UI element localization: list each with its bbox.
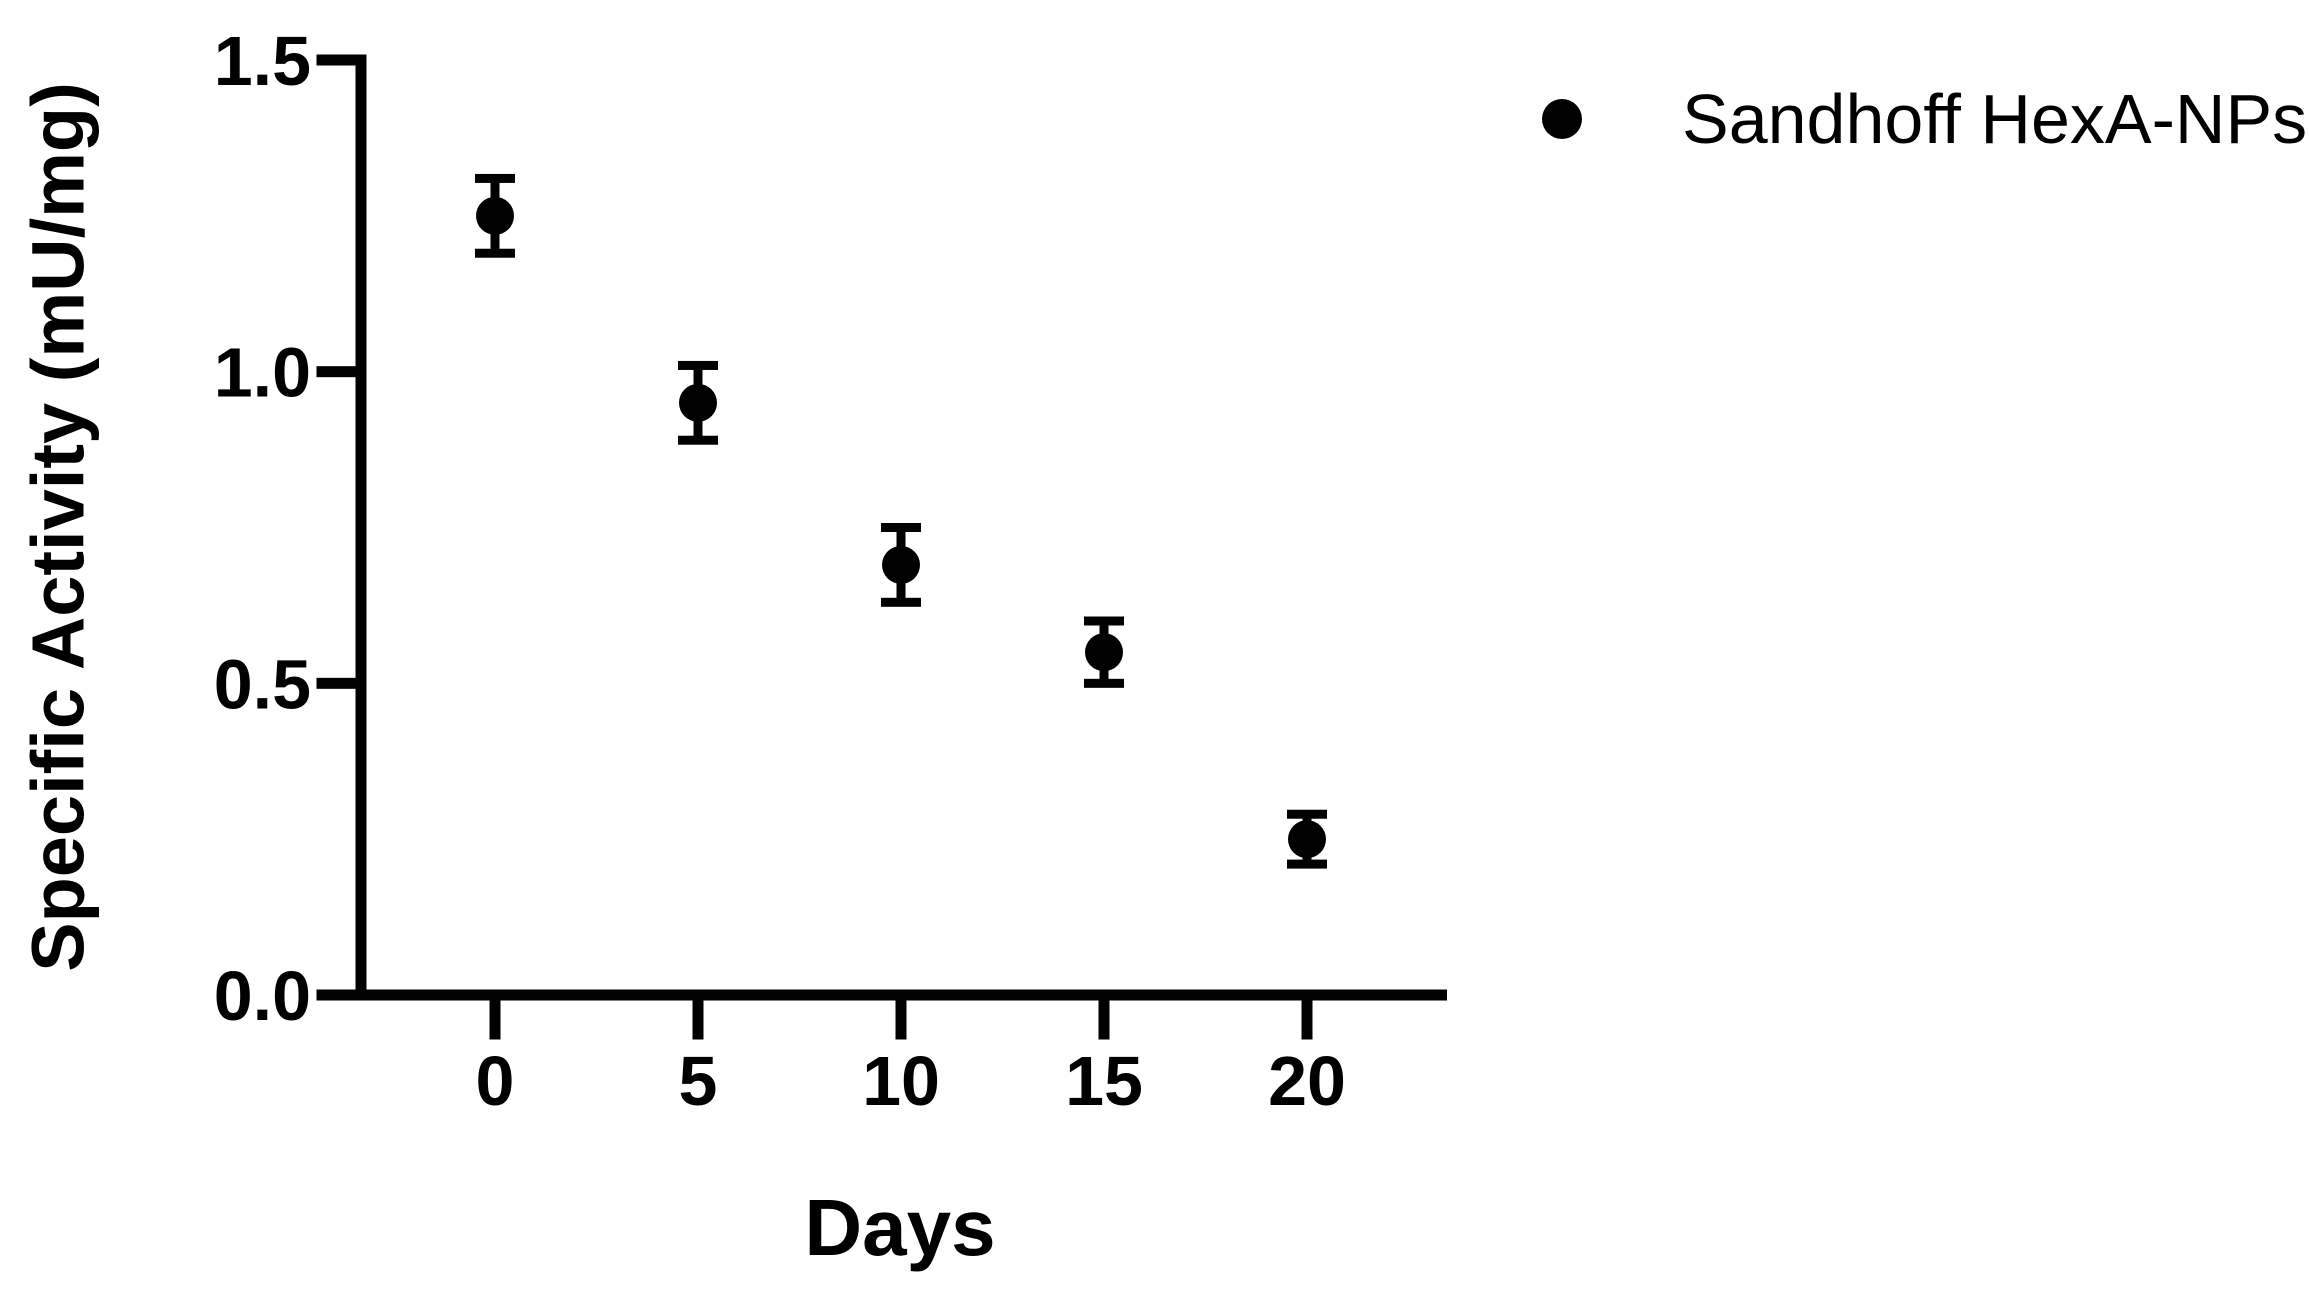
x-axis-title: Days [804, 1183, 996, 1272]
y-tick-label: 1.0 [214, 334, 311, 412]
y-tick-mark [316, 989, 356, 1001]
error-bar-cap-bottom [678, 435, 718, 445]
x-axis-spine [355, 989, 1447, 1001]
x-tick-mark [692, 1000, 704, 1040]
y-tick-mark [316, 366, 356, 378]
error-bar-cap-top [475, 173, 515, 183]
error-bar-cap-top [881, 523, 921, 532]
filled-circle-icon [1542, 99, 1582, 139]
y-axis-title: Specific Activity (mU/mg) [16, 82, 100, 972]
y-tick-mark [316, 677, 356, 689]
y-tick-label: 1.5 [214, 22, 311, 100]
error-bar-cap-top [1084, 616, 1124, 626]
y-tick-mark [316, 54, 356, 66]
data-point-marker [1288, 820, 1326, 859]
data-point-marker [1085, 633, 1123, 672]
y-tick-label: 0.5 [214, 645, 311, 723]
x-tick-mark [1301, 1000, 1313, 1040]
y-axis-spine [355, 54, 367, 1001]
x-tick-label: 20 [1268, 1042, 1346, 1120]
x-tick-label: 0 [476, 1042, 515, 1120]
y-tick-label: 0.0 [214, 957, 311, 1035]
error-bar-cap-bottom [475, 248, 515, 258]
x-tick-mark [489, 1000, 501, 1040]
x-tick-mark [1098, 1000, 1110, 1040]
error-bar-cap-top [678, 360, 718, 370]
x-tick-label: 5 [679, 1042, 718, 1120]
legend: Sandhoff HexA-NPs [1542, 79, 2307, 159]
data-point-marker [882, 545, 920, 584]
legend-series-label: Sandhoff HexA-NPs [1682, 80, 2308, 158]
error-bar-cap-bottom [1084, 678, 1124, 688]
data-point-marker [476, 196, 514, 235]
data-point-marker [679, 383, 717, 422]
x-tick-label: 15 [1065, 1042, 1143, 1120]
error-bar-cap-bottom [1287, 859, 1327, 869]
x-tick-label: 10 [862, 1042, 940, 1120]
error-bar-cap-top [1287, 809, 1327, 819]
x-tick-mark [895, 1000, 907, 1040]
error-bar-cap-bottom [881, 597, 921, 607]
